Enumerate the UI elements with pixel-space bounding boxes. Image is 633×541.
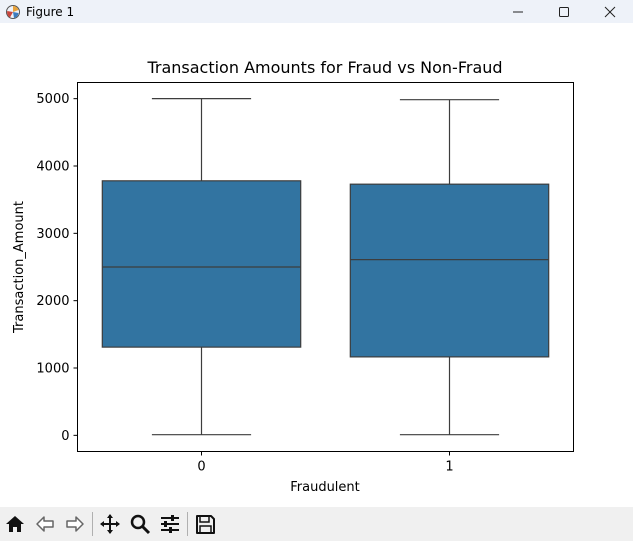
matplotlib-app-icon xyxy=(4,3,22,21)
box-group-0 xyxy=(101,98,302,436)
x-axis-label: Fraudulent xyxy=(290,480,360,495)
plot-frame xyxy=(77,82,574,452)
pan-icon[interactable] xyxy=(95,509,125,539)
toolbar-separator xyxy=(92,512,93,536)
toolbar-separator xyxy=(187,512,188,536)
y-tick-label: 3000 xyxy=(36,227,69,242)
navigation-toolbar xyxy=(0,507,633,541)
box-plot-chart: Transaction Amounts for Fraud vs Non-Fra… xyxy=(12,58,574,495)
box-group-1 xyxy=(349,99,550,436)
x-tick-label: 1 xyxy=(445,460,453,475)
window-title: Figure 1 xyxy=(26,4,75,19)
y-tick-label: 5000 xyxy=(36,92,69,107)
figure-canvas: Transaction Amounts for Fraud vs Non-Fra… xyxy=(0,23,633,507)
save-icon[interactable] xyxy=(190,509,220,539)
back-icon[interactable] xyxy=(30,509,60,539)
y-tick-label: 0 xyxy=(61,429,69,444)
configure-subplots-icon[interactable] xyxy=(155,509,185,539)
minimize-icon[interactable] xyxy=(495,0,541,23)
forward-icon[interactable] xyxy=(60,509,90,539)
y-tick-label: 2000 xyxy=(36,294,69,309)
chart-title: Transaction Amounts for Fraud vs Non-Fra… xyxy=(146,58,502,77)
x-tick-label: 0 xyxy=(197,460,205,475)
window-titlebar: Figure 1 xyxy=(0,0,633,23)
box-iqr xyxy=(349,183,550,358)
box-iqr xyxy=(101,180,302,348)
maximize-icon[interactable] xyxy=(541,0,587,23)
home-icon[interactable] xyxy=(0,509,30,539)
y-tick-label: 4000 xyxy=(36,159,69,174)
y-axis-label: Transaction_Amount xyxy=(12,201,27,334)
y-tick-label: 1000 xyxy=(36,362,69,377)
zoom-icon[interactable] xyxy=(125,509,155,539)
window-controls xyxy=(495,0,633,23)
close-icon[interactable] xyxy=(587,0,633,23)
